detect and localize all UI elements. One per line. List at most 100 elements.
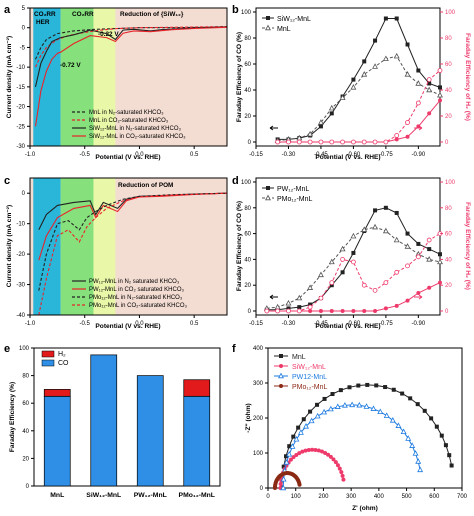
pb-ytick-right-label: 20	[445, 114, 452, 120]
pf-point	[335, 463, 340, 468]
pf-point	[341, 402, 348, 408]
pd-point	[297, 305, 302, 310]
pe-legend-swatch	[41, 350, 55, 358]
pa-legend-label: MnL in N₂-saturated KHCO₃	[89, 110, 164, 116]
pf-point	[339, 470, 344, 475]
pb-point	[351, 139, 356, 145]
pf-point	[297, 482, 302, 487]
pf-point	[337, 466, 342, 471]
pa-series-line-2	[34, 26, 228, 88]
pd-ytick-label: 80	[244, 206, 251, 212]
panel-a-transition-region	[93, 8, 116, 146]
pd-point	[286, 306, 291, 311]
pd-point	[372, 223, 379, 230]
pd-point	[438, 252, 442, 257]
pd-point	[427, 285, 432, 290]
pd-point	[394, 303, 399, 308]
pf-point	[291, 434, 296, 439]
pf-point	[389, 417, 396, 423]
pf-point	[308, 417, 315, 424]
pf-point	[303, 448, 308, 453]
panel-c-frame	[29, 177, 228, 316]
pf-point	[328, 454, 333, 459]
pb-point	[362, 59, 367, 64]
pf-ytick-label: 300	[253, 381, 264, 387]
pb-ytick-right-label: 60	[445, 62, 452, 68]
pd-point	[351, 259, 356, 265]
pb-series-line-3	[277, 70, 441, 143]
bar-co	[183, 395, 211, 487]
pf-xtick-label: 0	[266, 494, 270, 500]
pf-point	[349, 401, 356, 408]
panel-b-xlabel: Potential (V vs. RHE)	[315, 154, 380, 161]
pb-point	[426, 77, 432, 82]
pf-ytick-label: 200	[253, 416, 264, 422]
panel-a-frame	[29, 7, 228, 147]
pd-ytick-right-label: 80	[445, 206, 452, 212]
panel-a-xlabel: Potential (V vs. RHE)	[95, 154, 160, 161]
panel-b-ylabel-right: Faraday Efficiency of H₂ (%)	[464, 33, 471, 121]
pf-legend-marker	[279, 384, 283, 388]
pb-point	[361, 139, 367, 145]
pc-ytick-label: -40	[16, 313, 25, 319]
pe-ytick-label: 40	[22, 429, 29, 435]
pd-legend-marker	[265, 194, 271, 201]
panel-b-chart: -0.15 -0.30 -0.45 -0.60 -0.75 -0.90 0 0 20 20 40 40…	[236, 7, 471, 161]
pf-point	[314, 412, 321, 419]
pb-point	[307, 139, 313, 145]
pf-point	[313, 447, 318, 452]
pd-xtick-label: -0.90	[412, 321, 426, 327]
pb-point	[437, 91, 443, 98]
pd-point	[427, 247, 432, 252]
pf-legend-label: MnL	[292, 354, 306, 361]
pd-point	[308, 309, 313, 313]
bar-co	[90, 354, 118, 487]
pd-ytick-label: 40	[244, 257, 251, 263]
pa-xtick-label: 0.0	[135, 152, 144, 158]
pb-legend-label: MnL	[277, 26, 291, 33]
pd-ytick-right-label: 0	[445, 309, 449, 315]
pb-point	[415, 80, 422, 86]
panel-a-chart: -1.0 -0.5 0.0 0.550-5-10-15-20-25-30 CO₂RR …	[6, 6, 228, 161]
panel-c-chart: -1.0 -0.5 0.0 0.5 0 -10 -20 -30 -40 Reduction of…	[6, 177, 228, 330]
panel-label-f: f	[232, 343, 236, 355]
pb-xtick-label: -0.90	[412, 152, 426, 158]
panel-a-her-label: HER	[36, 19, 50, 26]
pd-point	[286, 308, 291, 314]
pa-series-line-1	[34, 25, 228, 68]
pf-legend-label: PW12-MnL	[292, 374, 327, 381]
pf-point	[291, 455, 296, 460]
pd-point	[383, 205, 388, 210]
pb-point	[372, 139, 378, 145]
pd-point	[340, 309, 345, 313]
pb-point	[405, 120, 410, 125]
pd-xtick-label: -0.30	[282, 321, 296, 327]
panel-c-her-region	[33, 178, 61, 315]
pd-point	[318, 295, 324, 301]
pd-ytick-label: 60	[244, 232, 251, 238]
pb-point	[438, 98, 442, 103]
pc-xtick-label: 0.5	[190, 321, 199, 327]
panel-a-region2-label: CO₂RR	[72, 11, 94, 18]
panel-d-ylabel-right: Faraday Efficiency of H₂ (%)	[464, 202, 471, 290]
pf-point	[447, 453, 452, 458]
pd-point	[405, 263, 410, 269]
pb-point	[372, 63, 379, 69]
panel-e-ylabel: Faraday Efficiency (%)	[9, 382, 16, 452]
pf-point	[365, 382, 370, 387]
pb-xtick-label: -0.75	[379, 152, 393, 158]
pd-ytick-label: 20	[244, 283, 251, 289]
pb-ytick-right-label: 0	[445, 140, 449, 146]
pd-point	[416, 241, 421, 246]
pd-point	[383, 280, 389, 286]
pb-xtick-label: -0.15	[249, 152, 263, 158]
pb-ytick-label: 20	[244, 114, 251, 120]
panel-a-v2-label: -0.22 V	[98, 31, 119, 38]
pf-point	[319, 449, 324, 454]
pd-point	[426, 256, 433, 262]
pc-legend-label: PMo₁₂-MnL in N₂-saturated KHCO₃	[89, 295, 183, 301]
panel-f-ylabel: -Z'' (ohm)	[245, 403, 252, 433]
pa-legend-label: MnL in CO₂-saturated KHCO₃	[89, 118, 169, 124]
pa-ytick-label: -10	[16, 65, 25, 71]
pb-point	[394, 137, 399, 142]
